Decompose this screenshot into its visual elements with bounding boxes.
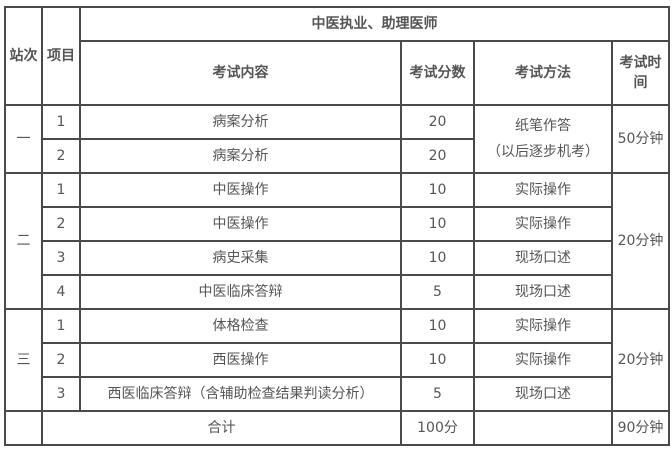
score-cell: 5: [400, 376, 475, 412]
table-row: 4 中医临床答辩 5 现场口述: [5, 274, 669, 310]
table-row: 三 1 体格检查 10 实际操作 20分钟: [4, 308, 670, 412]
station-cell: 二: [4, 172, 43, 310]
method-cell: 实际操作: [473, 342, 613, 378]
item-cell: 1: [41, 172, 81, 208]
content-cell: 中医临床答辩: [79, 274, 402, 310]
content-cell: 病案分析: [79, 104, 402, 140]
content-cell: 西医操作: [79, 342, 402, 378]
table-row: 一 1 病案分析 20 纸笔作答 （以后逐步机考） 50分钟: [4, 104, 670, 174]
content-cell: 体格检查: [79, 308, 402, 344]
empty-cell: [4, 410, 43, 446]
method-cell: 实际操作: [473, 308, 613, 344]
table-row: 3 病史采集 10 现场口述: [5, 240, 669, 276]
score-cell: 20: [400, 104, 475, 140]
method-cell: 现场口述: [473, 376, 613, 412]
time-cell: 50分钟: [611, 104, 670, 174]
exam-table: 站次 项目 中医执业、助理医师 考试内容 考试分数 考试方法 考试时间 一 1 病案…: [4, 6, 670, 446]
score-cell: 10: [400, 206, 475, 242]
score-cell: 5: [400, 274, 475, 310]
method-cell: 实际操作: [473, 206, 613, 242]
method-cell: 现场口述: [473, 240, 613, 276]
item-cell: 4: [41, 274, 81, 310]
total-score: 100分: [400, 410, 475, 446]
score-cell: 10: [400, 342, 475, 378]
item-cell: 3: [41, 376, 81, 412]
station-cell: 一: [4, 104, 43, 174]
content-cell: 中医操作: [79, 172, 402, 208]
header-method: 考试方法: [473, 40, 613, 106]
station-cell: 三: [4, 308, 43, 412]
item-cell: 2: [41, 206, 81, 242]
header-item: 项目: [41, 6, 81, 106]
total-label: 合计: [41, 410, 402, 446]
table-row: 2 病案分析 20: [5, 138, 669, 174]
table-row: 3 西医临床答辩（含辅助检查结果判读分析） 5 现场口述: [5, 376, 669, 412]
score-cell: 10: [400, 240, 475, 276]
content-cell: 病史采集: [79, 240, 402, 276]
content-cell: 病案分析: [79, 138, 402, 174]
content-cell: 西医临床答辩（含辅助检查结果判读分析）: [79, 376, 402, 412]
total-row: 合计 100分 90分钟: [4, 410, 670, 446]
item-cell: 1: [41, 308, 81, 344]
item-cell: 2: [41, 138, 81, 174]
method-cell: 实际操作: [473, 172, 613, 208]
table-row: 二 1 中医操作 10 实际操作 20分钟: [4, 172, 670, 310]
header-group: 中医执业、助理医师: [79, 6, 670, 42]
method-cell: 现场口述: [473, 274, 613, 310]
content-cell: 中医操作: [79, 206, 402, 242]
total-time: 90分钟: [611, 410, 670, 446]
item-cell: 3: [41, 240, 81, 276]
header-time: 考试时间: [611, 40, 670, 106]
score-cell: 10: [400, 308, 475, 344]
table-row: 2 中医操作 10 实际操作: [5, 206, 669, 242]
item-cell: 1: [41, 104, 81, 140]
table-row: 2 西医操作 10 实际操作: [5, 342, 669, 378]
method-cell: 纸笔作答 （以后逐步机考）: [473, 104, 613, 174]
item-cell: 2: [41, 342, 81, 378]
header-station: 站次: [4, 6, 43, 106]
header-content: 考试内容: [79, 40, 402, 106]
score-cell: 20: [400, 138, 475, 174]
score-cell: 10: [400, 172, 475, 208]
time-cell: 20分钟: [611, 308, 670, 412]
empty-cell: [473, 410, 613, 446]
time-cell: 20分钟: [611, 172, 670, 310]
header-score: 考试分数: [400, 40, 475, 106]
